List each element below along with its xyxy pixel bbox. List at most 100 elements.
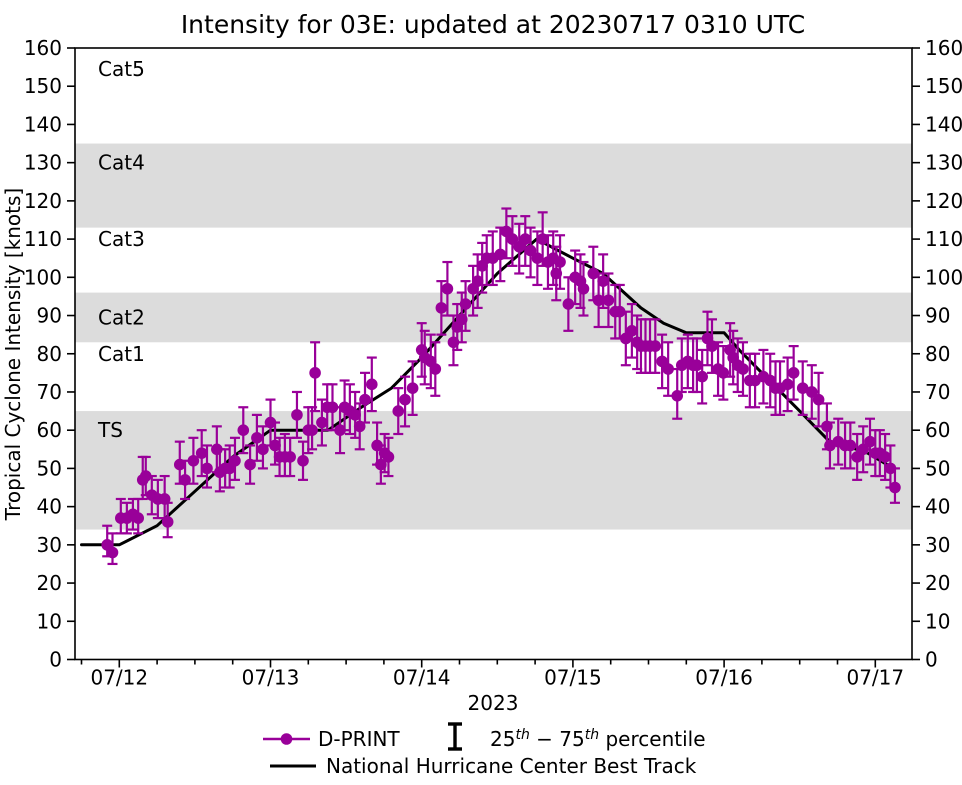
- y-tick-label-right: 50: [925, 456, 950, 480]
- category-label: Cat1: [98, 342, 145, 366]
- percentile-legend-label: 25th − 75th percentile: [490, 727, 706, 751]
- data-point: [879, 451, 891, 463]
- category-band: [75, 411, 912, 530]
- legend: D-PRINT 25th − 75th percentile National …: [263, 722, 706, 778]
- data-point: [519, 233, 532, 245]
- data-point: [884, 462, 897, 475]
- data-point: [132, 512, 144, 524]
- data-point: [613, 305, 626, 318]
- y-tick-label-right: 40: [925, 495, 950, 519]
- category-band: [75, 143, 912, 228]
- y-tick-label-left: 150: [24, 74, 62, 98]
- y-tick-label-left: 120: [24, 189, 62, 213]
- y-tick-label-right: 90: [925, 304, 950, 328]
- data-point: [626, 325, 638, 337]
- data-point: [244, 458, 256, 471]
- data-point: [392, 405, 405, 417]
- x-axis-year-label: 2023: [468, 691, 519, 715]
- data-point: [173, 458, 186, 471]
- data-point: [359, 393, 371, 406]
- data-point: [562, 298, 575, 310]
- data-point: [382, 451, 395, 463]
- data-point: [455, 313, 468, 326]
- category-label: Cat2: [98, 305, 145, 329]
- data-point: [844, 439, 857, 452]
- errorbar-legend-icon: [448, 722, 462, 751]
- category-label: Cat3: [98, 227, 145, 251]
- data-point: [706, 340, 718, 352]
- x-tick-label: 07/15: [544, 666, 602, 690]
- y-tick-label-right: 150: [925, 74, 962, 98]
- data-point: [691, 359, 703, 372]
- y-tick-label-right: 120: [925, 189, 962, 213]
- data-point: [587, 267, 600, 280]
- data-point: [602, 294, 615, 307]
- data-point: [597, 275, 609, 287]
- data-point: [787, 367, 800, 379]
- category-label: Cat4: [98, 151, 145, 175]
- data-point: [201, 462, 213, 475]
- y-tick-label-left: 140: [24, 112, 62, 136]
- data-point: [671, 389, 684, 402]
- legend-item-best-track: National Hurricane Center Best Track: [270, 754, 697, 778]
- y-tick-label-left: 60: [37, 418, 62, 442]
- data-point: [179, 474, 191, 486]
- data-point: [821, 420, 833, 433]
- y-tick-label-right: 10: [925, 609, 950, 633]
- chart-title: Intensity for 03E: updated at 20230717 0…: [181, 10, 805, 39]
- category-bands: [75, 143, 912, 530]
- y-tick-label-right: 100: [925, 265, 962, 289]
- y-tick-label-right: 110: [925, 227, 962, 251]
- data-point: [429, 363, 442, 375]
- y-tick-label-left: 20: [37, 571, 62, 595]
- data-point: [349, 409, 361, 421]
- y-tick-label-left: 160: [24, 36, 62, 60]
- x-tick-label: 07/17: [846, 666, 904, 690]
- data-point: [577, 282, 590, 295]
- data-point: [494, 248, 507, 261]
- y-tick-label-left: 10: [37, 609, 62, 633]
- y-tick-label-left: 50: [37, 456, 62, 480]
- data-point: [471, 275, 484, 287]
- data-point: [662, 363, 674, 375]
- data-point: [371, 439, 383, 452]
- data-point: [297, 454, 309, 467]
- legend-item-percentile: 25th − 75th percentile: [448, 722, 706, 751]
- category-label: TS: [97, 418, 123, 442]
- data-point: [524, 244, 537, 257]
- y-tick-label-right: 130: [925, 151, 962, 175]
- x-tick-label: 07/14: [393, 666, 451, 690]
- data-point: [592, 294, 605, 307]
- data-point: [805, 386, 818, 398]
- category-labels: Cat5 Cat4 Cat3 Cat2 Cat1 TS: [97, 57, 145, 442]
- data-point: [237, 424, 250, 436]
- data-point: [161, 516, 174, 528]
- data-point: [353, 420, 366, 433]
- data-point: [781, 378, 794, 391]
- data-point: [158, 493, 171, 505]
- data-point: [309, 367, 321, 379]
- data-point: [195, 447, 208, 459]
- dprint-legend-label: D-PRINT: [318, 727, 400, 751]
- x-tick-label: 07/12: [90, 666, 148, 690]
- data-point: [211, 443, 223, 456]
- y-tick-label-left: 30: [37, 533, 62, 557]
- data-point: [257, 443, 269, 456]
- y-tick-label-left: 100: [24, 265, 62, 289]
- data-point: [435, 302, 448, 314]
- category-band: [75, 292, 912, 343]
- data-point: [229, 454, 241, 467]
- y-tick-label-right: 160: [925, 36, 962, 60]
- y-tick-label-right: 80: [925, 342, 950, 366]
- y-tick-label-left: 130: [24, 151, 62, 175]
- data-point: [284, 451, 296, 463]
- data-point: [536, 233, 549, 245]
- data-point: [106, 546, 119, 559]
- data-point: [864, 435, 876, 448]
- data-point: [366, 378, 378, 391]
- axis-ticks: 0 0 10 10 20 20 30 30 40 40 50 50 60 60 70 70 80 80 90 90 10…: [24, 36, 962, 690]
- data-point: [399, 393, 411, 406]
- y-tick-label-left: 80: [37, 342, 62, 366]
- data-point: [554, 256, 566, 268]
- data-point: [375, 458, 387, 471]
